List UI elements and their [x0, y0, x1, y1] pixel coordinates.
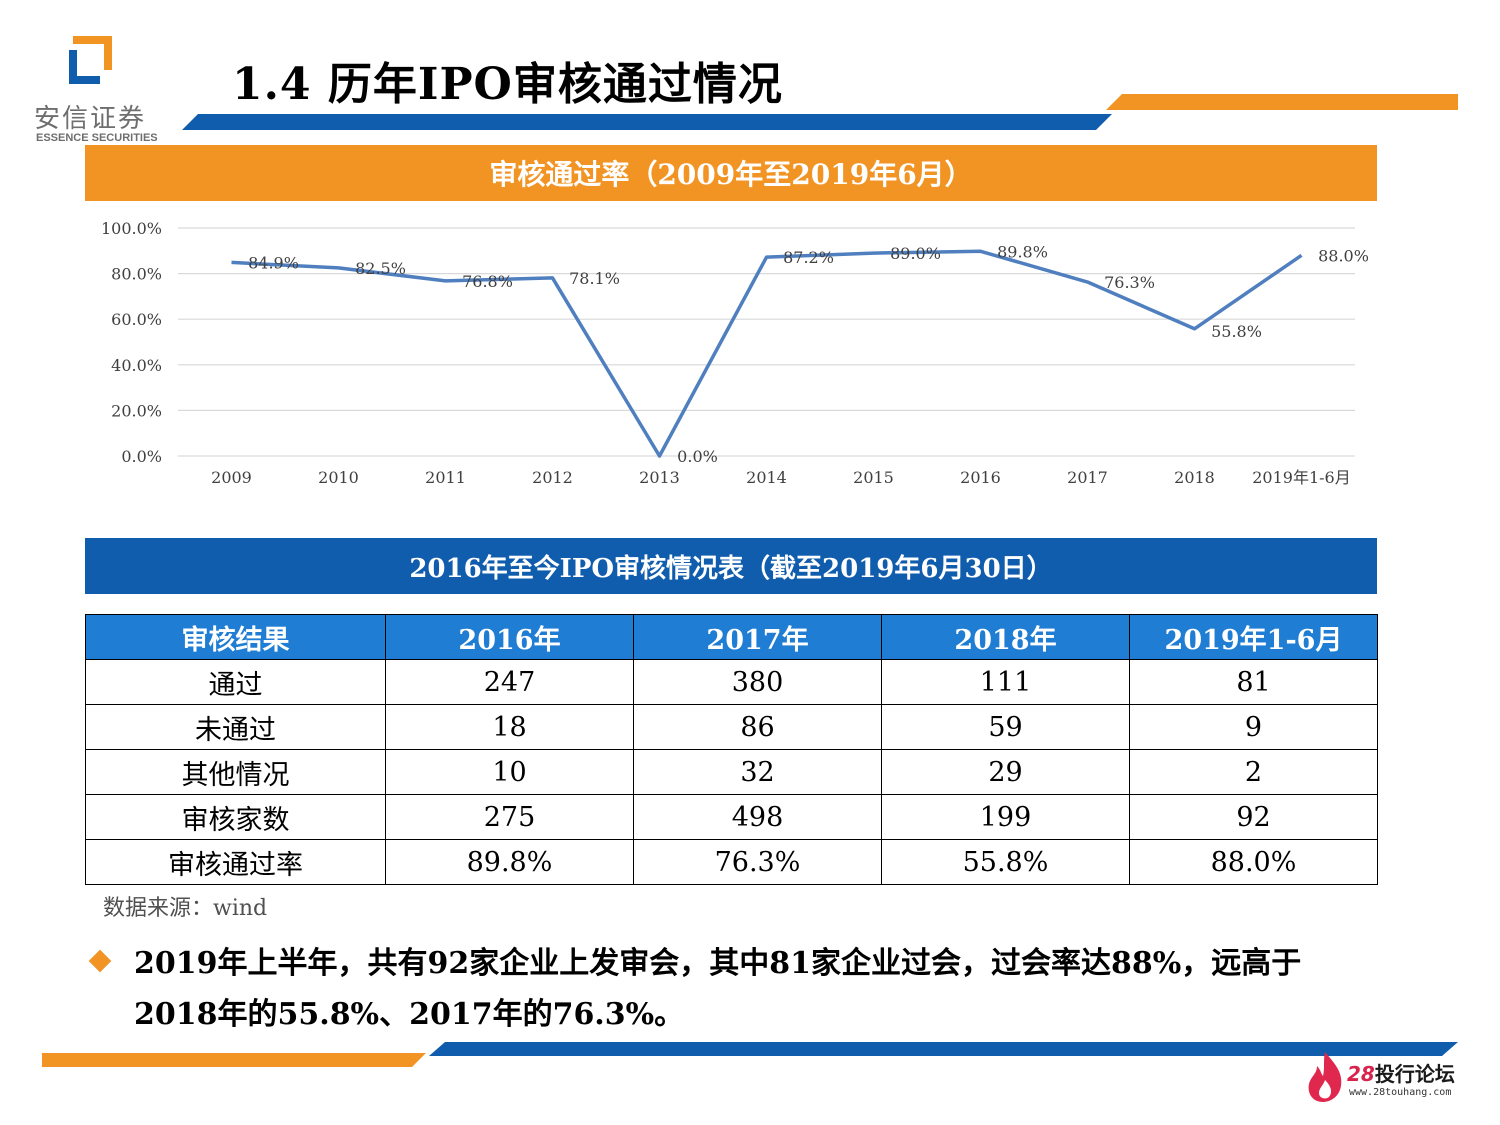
page-title: 1.4 历年IPO审核通过情况: [232, 59, 783, 110]
table-cell: 89.8%: [385, 839, 634, 885]
header-2018: 2018年: [881, 614, 1130, 660]
table-cell: 76.3%: [633, 839, 882, 885]
table-cell: 32: [633, 749, 882, 795]
table-header-row: 审核结果 2016年 2017年 2018年 2019年1-6月: [85, 614, 1378, 660]
x-tick-label: 2014: [746, 468, 787, 487]
data-source-note: 数据来源：wind: [103, 896, 268, 921]
row-label: 未通过: [85, 704, 386, 750]
data-label: 89.8%: [997, 242, 1048, 261]
header-result: 审核结果: [85, 614, 386, 660]
forum-title: 投行论坛: [1374, 1062, 1455, 1086]
table-cell: 199: [881, 794, 1130, 840]
logo-text-cn: 安信证券: [34, 104, 147, 134]
table-cell: 111: [881, 659, 1130, 705]
data-label: 88.0%: [1318, 246, 1369, 265]
row-label: 通过: [85, 659, 386, 705]
header-decor-bars: [182, 94, 1458, 130]
table-cell: 92: [1129, 794, 1378, 840]
x-tick-label: 2016: [960, 468, 1001, 487]
header-2017: 2017年: [633, 614, 882, 660]
chart-data-labels: 84.9% 82.5% 76.8% 78.1% 0.0% 87.2% 89.0% 89.8% 7…: [248, 242, 1369, 466]
x-tick-label: 2017: [1067, 468, 1108, 487]
x-tick-label: 2018: [1174, 468, 1215, 487]
ipo-review-table: 审核结果 2016年 2017年 2018年 2019年1-6月 通过 247 …: [85, 614, 1378, 885]
y-tick-label: 60.0%: [111, 310, 162, 329]
y-tick-label: 100.0%: [101, 219, 162, 238]
table-row: 未通过 18 86 59 9: [85, 704, 1378, 750]
data-label: 89.0%: [890, 244, 941, 263]
table-cell: 55.8%: [881, 839, 1130, 885]
table-cell: 29: [881, 749, 1130, 795]
table-cell: 380: [633, 659, 882, 705]
data-label: 82.5%: [355, 259, 406, 278]
chart-y-axis: 0.0% 20.0% 40.0% 60.0% 80.0% 100.0%: [101, 219, 162, 466]
table-row: 审核家数 275 498 199 92: [85, 794, 1378, 840]
y-tick-label: 40.0%: [111, 356, 162, 375]
table-cell: 2: [1129, 749, 1378, 795]
table-cell: 9: [1129, 704, 1378, 750]
row-label: 审核家数: [85, 794, 386, 840]
x-tick-label: 2015: [853, 468, 894, 487]
forum-url: www.28touhang.com: [1349, 1087, 1452, 1098]
table-row: 通过 247 380 111 81: [85, 659, 1378, 705]
table-row: 审核通过率 89.8% 76.3% 55.8% 88.0%: [85, 839, 1378, 885]
footer-decor-bars: [42, 1042, 1458, 1067]
data-label: 87.2%: [783, 248, 834, 267]
data-label: 55.8%: [1211, 322, 1262, 341]
table-cell: 247: [385, 659, 634, 705]
table-cell: 10: [385, 749, 634, 795]
forum-logo: 28投行论坛 www.28touhang.com: [1305, 1050, 1485, 1110]
pass-rate-line-chart: 0.0%20.0%40.0%60.0%80.0%100.0% 2009 2010 2…: [101, 219, 1369, 487]
table-cell: 18: [385, 704, 634, 750]
essence-logo: 安信证券 ESSENCE SECURITIES: [18, 26, 168, 148]
flame-icon: [1308, 1052, 1342, 1102]
table-cell: 88.0%: [1129, 839, 1378, 885]
table-cell: 81: [1129, 659, 1378, 705]
y-tick-label: 80.0%: [111, 265, 162, 284]
summary-bullet-text: 2019年上半年，共有92家企业上发审会，其中81家企业过会，过会率达88%，远…: [134, 946, 1302, 1032]
forum-number: 28: [1347, 1062, 1375, 1086]
table-cell: 86: [633, 704, 882, 750]
y-tick-label: 0.0%: [121, 447, 162, 466]
row-label: 审核通过率: [85, 839, 386, 885]
table-cell: 275: [385, 794, 634, 840]
table-cell: 59: [881, 704, 1130, 750]
table-row: 其他情况 10 32 29 2: [85, 749, 1378, 795]
data-label: 78.1%: [569, 269, 620, 288]
table-cell: 498: [633, 794, 882, 840]
forum-name: 28投行论坛: [1347, 1058, 1455, 1087]
header-2019h1: 2019年1-6月: [1129, 614, 1378, 660]
y-tick-label: 20.0%: [111, 401, 162, 420]
diamond-bullet-icon: [88, 949, 112, 973]
data-label: 0.0%: [677, 447, 718, 466]
chart-x-axis: 2009 2010 2011 2012 2013 2014 2015 2016 2017 2018…: [211, 468, 1351, 487]
x-tick-label: 2011: [425, 468, 466, 487]
x-tick-label: 2012: [532, 468, 573, 487]
data-label: 76.3%: [1104, 273, 1155, 292]
data-label: 76.8%: [462, 272, 513, 291]
chart-title-banner: 审核通过率（2009年至2019年6月）: [85, 145, 1377, 201]
x-tick-label: 2009: [211, 468, 252, 487]
row-label: 其他情况: [85, 749, 386, 795]
x-tick-label: 2019年1-6月: [1252, 468, 1351, 487]
data-label: 84.9%: [248, 253, 299, 272]
x-tick-label: 2013: [639, 468, 680, 487]
table-title-banner: 2016年至今IPO审核情况表（截至2019年6月30日）: [85, 538, 1377, 594]
logo-text-en: ESSENCE SECURITIES: [36, 132, 158, 144]
pass-rate-series-line: [231, 249, 1303, 458]
logo-mark-icon: [69, 36, 112, 84]
x-tick-label: 2010: [318, 468, 359, 487]
chart-gridlines: [178, 227, 1355, 457]
header-2016: 2016年: [385, 614, 634, 660]
